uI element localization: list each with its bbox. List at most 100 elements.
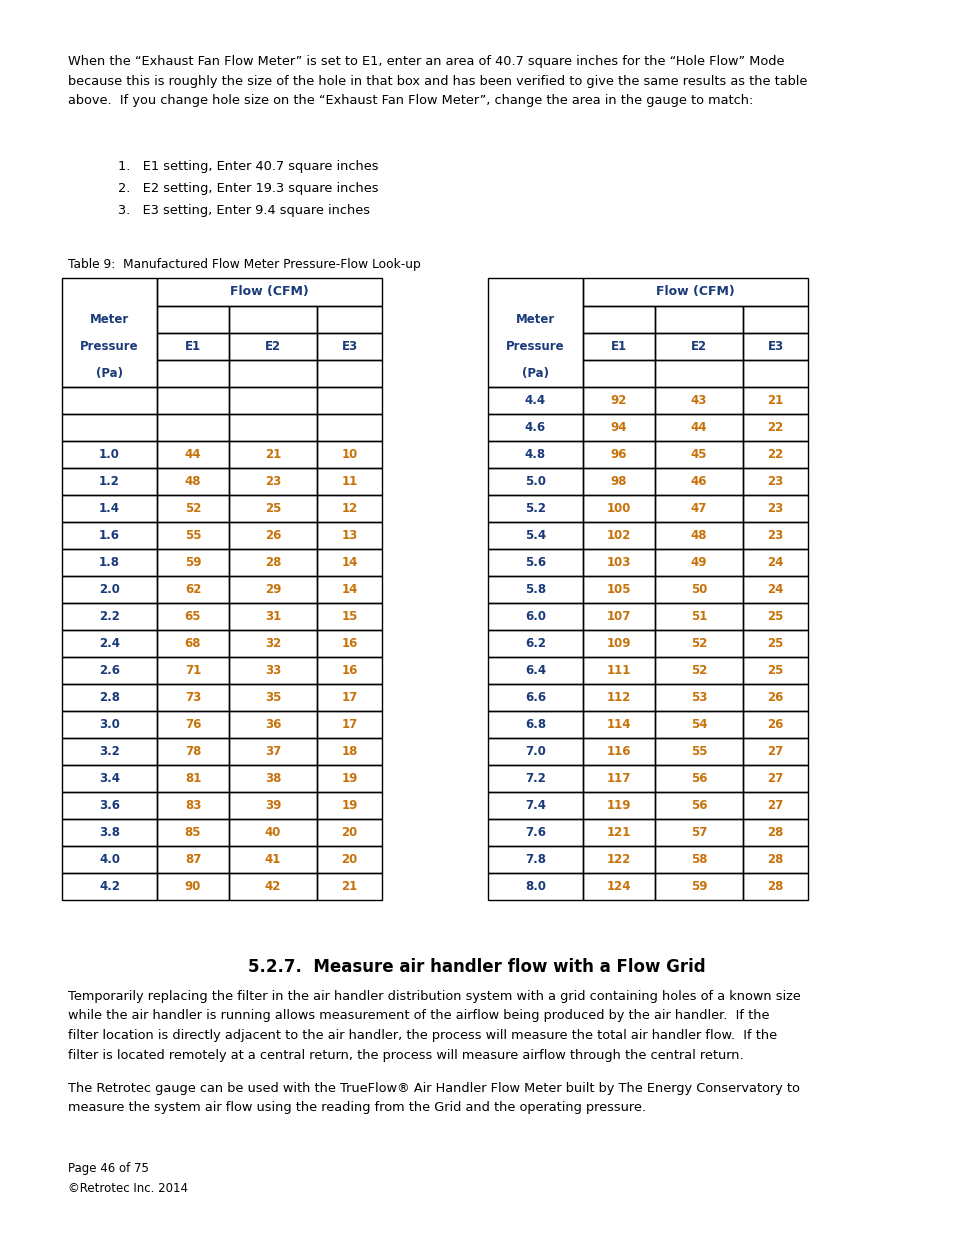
- Text: 3.2: 3.2: [99, 745, 120, 758]
- Text: 8.0: 8.0: [524, 881, 545, 893]
- Bar: [229, 711, 316, 739]
- Text: 59: 59: [185, 556, 201, 569]
- Bar: [157, 495, 229, 522]
- Bar: [62, 846, 157, 873]
- Bar: [655, 522, 742, 550]
- Bar: [488, 873, 582, 900]
- Bar: [157, 333, 229, 359]
- Text: 112: 112: [606, 692, 631, 704]
- Bar: [316, 792, 381, 819]
- Bar: [229, 739, 316, 764]
- Bar: [742, 522, 807, 550]
- Text: 65: 65: [185, 610, 201, 622]
- Bar: [488, 550, 582, 576]
- Text: Flow (CFM): Flow (CFM): [230, 285, 309, 299]
- Bar: [488, 603, 582, 630]
- Bar: [488, 630, 582, 657]
- Text: 13: 13: [341, 529, 357, 542]
- Bar: [316, 711, 381, 739]
- Text: 22: 22: [766, 421, 782, 433]
- Bar: [488, 278, 582, 387]
- Text: 124: 124: [606, 881, 631, 893]
- Bar: [742, 819, 807, 846]
- Text: 57: 57: [690, 826, 706, 839]
- Bar: [742, 846, 807, 873]
- Bar: [655, 441, 742, 468]
- Text: 47: 47: [690, 501, 706, 515]
- Text: 51: 51: [690, 610, 706, 622]
- Text: 25: 25: [766, 664, 782, 677]
- Bar: [582, 550, 655, 576]
- Bar: [582, 603, 655, 630]
- Text: 3.0: 3.0: [99, 718, 120, 731]
- Text: 14: 14: [341, 583, 357, 597]
- Text: 21: 21: [265, 448, 281, 461]
- Bar: [316, 306, 381, 333]
- Text: 24: 24: [766, 556, 782, 569]
- Bar: [157, 846, 229, 873]
- Text: 58: 58: [690, 853, 706, 866]
- Bar: [582, 387, 655, 414]
- Bar: [488, 576, 582, 603]
- Text: 4.0: 4.0: [99, 853, 120, 866]
- Bar: [62, 657, 157, 684]
- Bar: [316, 414, 381, 441]
- Text: 5.8: 5.8: [524, 583, 545, 597]
- Bar: [157, 873, 229, 900]
- Text: 78: 78: [185, 745, 201, 758]
- Bar: [655, 846, 742, 873]
- Bar: [488, 495, 582, 522]
- Text: 7.8: 7.8: [524, 853, 545, 866]
- Text: 85: 85: [185, 826, 201, 839]
- Bar: [62, 630, 157, 657]
- Bar: [157, 792, 229, 819]
- Bar: [229, 414, 316, 441]
- Text: 111: 111: [606, 664, 631, 677]
- Bar: [157, 468, 229, 495]
- Bar: [582, 359, 655, 387]
- Bar: [742, 873, 807, 900]
- Bar: [62, 764, 157, 792]
- Text: 56: 56: [690, 772, 706, 785]
- Text: E3: E3: [766, 340, 782, 353]
- Text: 36: 36: [265, 718, 281, 731]
- Bar: [229, 550, 316, 576]
- Text: 21: 21: [341, 881, 357, 893]
- Bar: [488, 792, 582, 819]
- Bar: [742, 333, 807, 359]
- Bar: [62, 550, 157, 576]
- Bar: [742, 739, 807, 764]
- Bar: [229, 441, 316, 468]
- Bar: [582, 306, 655, 333]
- Bar: [488, 657, 582, 684]
- Text: 5.4: 5.4: [524, 529, 545, 542]
- Bar: [157, 711, 229, 739]
- Text: E2: E2: [265, 340, 281, 353]
- Text: 28: 28: [766, 881, 782, 893]
- Text: 11: 11: [341, 475, 357, 488]
- Text: 1.6: 1.6: [99, 529, 120, 542]
- Bar: [582, 414, 655, 441]
- Bar: [316, 576, 381, 603]
- Text: 28: 28: [265, 556, 281, 569]
- Text: 105: 105: [606, 583, 631, 597]
- Text: 122: 122: [606, 853, 631, 866]
- Bar: [742, 792, 807, 819]
- Bar: [229, 495, 316, 522]
- Text: 5.6: 5.6: [524, 556, 545, 569]
- Bar: [582, 819, 655, 846]
- Bar: [655, 576, 742, 603]
- Bar: [229, 522, 316, 550]
- Text: Meter: Meter: [516, 312, 555, 326]
- Text: 17: 17: [341, 718, 357, 731]
- Text: 37: 37: [265, 745, 281, 758]
- Text: 4.8: 4.8: [524, 448, 545, 461]
- Text: 44: 44: [185, 448, 201, 461]
- Text: 20: 20: [341, 853, 357, 866]
- Text: 56: 56: [690, 799, 706, 811]
- Bar: [582, 333, 655, 359]
- Text: E2: E2: [690, 340, 706, 353]
- Text: 16: 16: [341, 664, 357, 677]
- Text: Pressure: Pressure: [506, 340, 564, 353]
- Text: 2.0: 2.0: [99, 583, 120, 597]
